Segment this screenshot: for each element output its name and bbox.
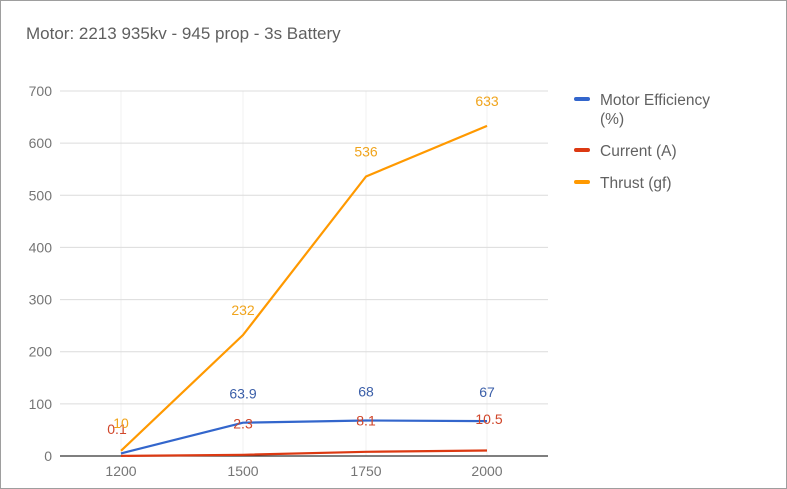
- legend-item: Motor Efficiency (%): [574, 92, 710, 128]
- data-label: 232: [231, 302, 255, 318]
- x-tick-label: 1500: [227, 463, 258, 479]
- series-line-current-a: [120, 449, 488, 457]
- x-tick-label: 1750: [350, 463, 381, 479]
- data-label: 10.5: [475, 411, 502, 427]
- series-line-thrust-gf: [120, 124, 488, 452]
- gridlines: [60, 90, 548, 457]
- legend-item: Current (A): [574, 143, 677, 160]
- x-tick-label: 2000: [471, 463, 502, 479]
- y-tick-label: 100: [29, 396, 53, 412]
- chart-title: Motor: 2213 935kv - 945 prop - 3s Batter…: [26, 24, 341, 43]
- x-axis-ticks: 1200 1500 1750 2000: [105, 463, 502, 479]
- data-label: 68: [358, 384, 374, 400]
- data-label: 67: [479, 384, 495, 400]
- data-labels: 63.9 68 67 0.1 2.3 8.1 10.5 10 232 536 633: [107, 93, 503, 437]
- y-tick-label: 700: [29, 83, 53, 99]
- y-tick-label: 300: [29, 292, 53, 308]
- data-label: 0.1: [107, 421, 127, 437]
- legend-label: (%): [600, 111, 624, 128]
- y-tick-label: 600: [29, 135, 53, 151]
- data-label: 536: [354, 144, 378, 160]
- data-label: 10: [113, 415, 129, 431]
- series-line-motor-efficiency: [120, 419, 488, 455]
- series-lines: [120, 124, 488, 457]
- y-tick-label: 0: [44, 448, 52, 464]
- data-label: 633: [475, 93, 499, 109]
- legend-label: Current (A): [600, 143, 677, 160]
- legend-label: Motor Efficiency: [600, 92, 710, 109]
- y-tick-label: 400: [29, 239, 53, 255]
- data-label: 8.1: [356, 412, 376, 428]
- data-label: 63.9: [229, 386, 256, 402]
- y-tick-label: 500: [29, 187, 53, 203]
- legend-label: Thrust (gf): [600, 175, 671, 192]
- legend: Motor Efficiency (%) Current (A) Thrust (gf…: [574, 92, 710, 192]
- data-label: 2.3: [233, 416, 253, 432]
- y-tick-label: 200: [29, 344, 53, 360]
- x-tick-label: 1200: [105, 463, 136, 479]
- y-axis-ticks: 0 100 200 300 400 500 600 700: [29, 83, 53, 464]
- legend-item: Thrust (gf): [574, 175, 671, 192]
